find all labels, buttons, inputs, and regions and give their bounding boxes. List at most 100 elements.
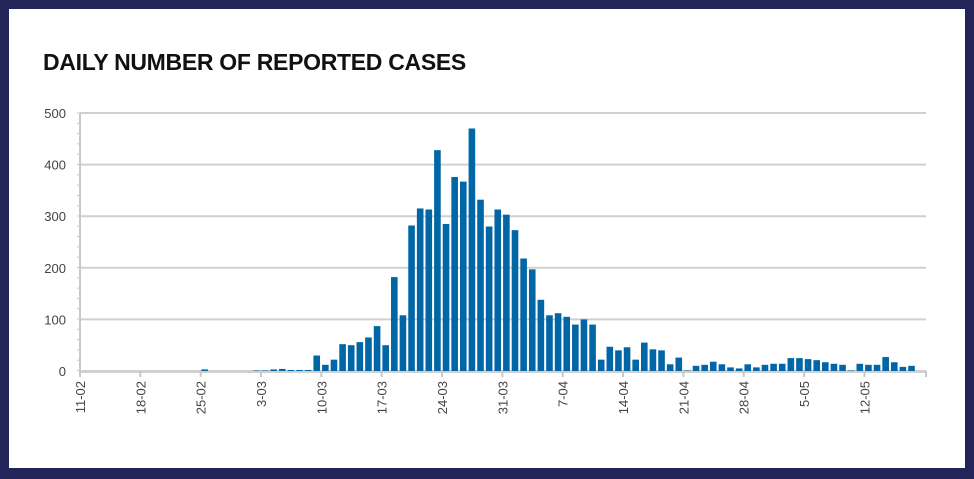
bar [201,369,208,371]
bar [330,359,338,371]
bar [580,319,588,371]
bar [873,364,881,371]
x-tick-label: 3-03 [254,381,269,407]
bar [675,357,683,371]
bar [373,326,381,371]
bar [589,324,596,371]
bar [606,346,614,371]
bar [442,223,450,371]
bar [908,365,915,371]
y-tick-label: 500 [44,106,66,121]
bar [278,368,286,371]
bar [787,358,795,371]
y-tick-label: 0 [59,364,66,379]
bar [796,358,803,371]
bar [485,226,493,371]
bar [554,313,562,371]
bar [572,324,579,371]
bar [822,362,829,371]
bar [839,364,846,371]
bar [753,367,760,371]
bar [718,364,726,371]
bar [597,359,605,371]
bar [684,370,691,371]
bar [649,349,657,371]
bar [632,359,639,371]
bar [253,370,260,371]
x-tick-label: 28-04 [737,381,752,414]
bar [434,150,441,371]
bar [408,225,415,371]
x-tick-label: 21-04 [676,381,691,414]
bar [882,357,889,371]
x-tick-label: 11-02 [73,381,88,413]
bar [416,208,424,371]
x-tick-label: 18-02 [133,381,148,414]
bar [847,370,855,371]
bar [615,350,622,371]
x-tick-label: 17-03 [375,381,390,414]
bar [744,364,752,371]
bar [399,315,407,371]
bar [451,176,458,371]
x-tick-label: 5-05 [797,381,812,407]
bar [459,181,467,371]
bar [494,209,502,371]
x-tick-label: 31-03 [495,381,510,414]
bar [830,363,838,371]
y-tick-label: 200 [44,261,66,276]
bar [528,269,536,371]
bar [641,342,648,371]
x-tick-label: 12-05 [857,381,872,414]
y-tick-label: 300 [44,209,66,224]
bar [813,360,820,371]
x-tick-label: 10-03 [314,381,329,414]
bar [356,342,364,371]
bar [778,363,786,371]
bar [468,128,476,371]
bar [666,364,674,371]
bar [270,369,277,371]
bar [692,365,700,371]
bar [287,369,295,371]
bar [865,364,872,371]
bar [546,315,553,371]
bar [511,230,519,371]
bar [477,199,484,371]
bar [623,347,631,371]
bar [563,316,571,371]
bar [382,345,389,371]
bar [658,350,665,371]
bar [313,355,321,371]
x-tick-label: 25-02 [194,381,209,414]
bar [261,370,269,371]
bar [339,344,346,371]
bar [391,277,398,371]
x-tick-label: 24-03 [435,381,450,414]
bar [890,362,898,371]
x-tick-label: 7-04 [556,381,571,407]
bar [735,368,743,371]
y-tick-label: 100 [44,312,66,327]
chart-title: DAILY NUMBER OF REPORTED CASES [43,49,466,75]
bar [856,363,864,371]
bar [503,214,510,371]
bar [761,364,769,371]
bar [709,361,717,371]
x-tick-label: 14-04 [616,381,631,414]
bar [701,364,708,371]
bar [347,345,355,371]
bar [322,364,329,371]
y-tick-label: 400 [44,158,66,173]
bar [770,363,777,371]
bar [425,209,433,371]
bar [365,337,372,371]
bar [296,369,303,371]
bar [899,366,907,371]
bar [537,299,545,371]
bar [727,367,734,371]
bar [520,258,527,371]
bar [804,359,812,371]
bar [304,369,312,371]
